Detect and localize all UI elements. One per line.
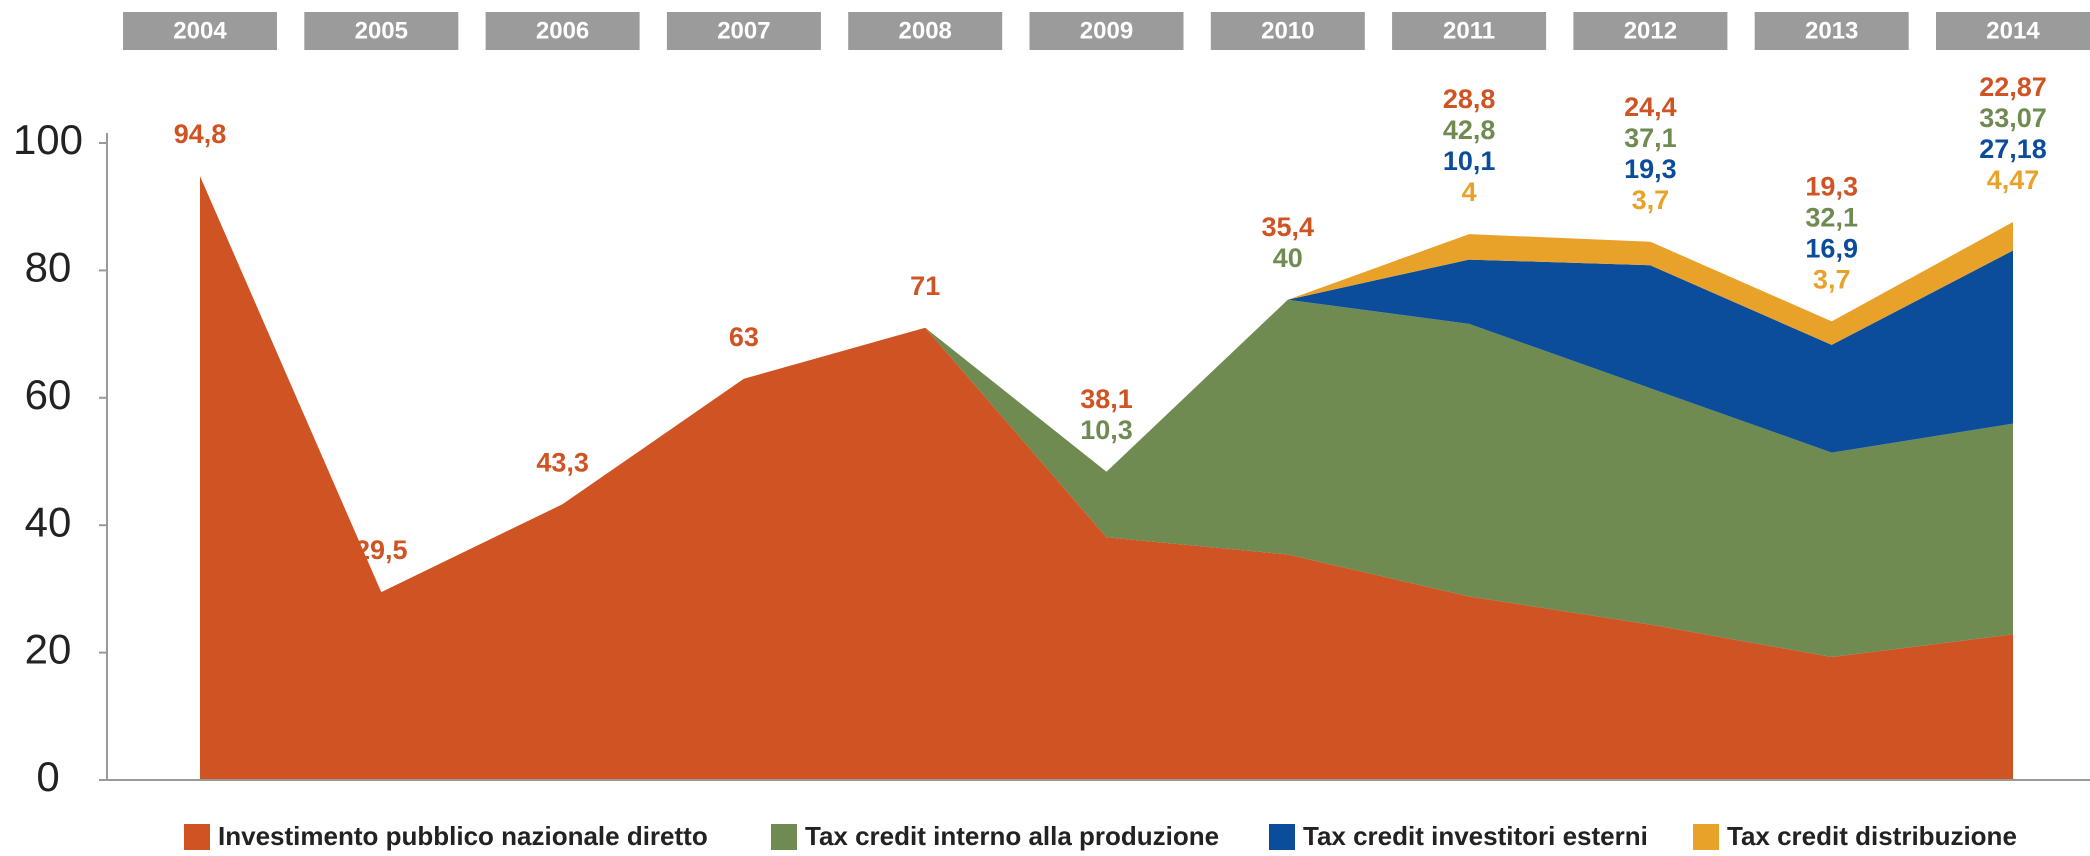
year-header: 2008: [899, 17, 952, 44]
data-label: 43,3: [536, 447, 589, 477]
legend-label: Investimento pubblico nazionale diretto: [218, 821, 708, 851]
year-header: 2014: [1986, 17, 2040, 44]
legend-label: Tax credit investitori esterni: [1303, 821, 1648, 851]
data-label: 28,8: [1443, 84, 1496, 114]
data-label: 35,4: [1262, 212, 1315, 242]
data-label: 19,3: [1624, 154, 1677, 184]
data-label: 42,8: [1443, 115, 1496, 145]
data-label: 32,1: [1805, 202, 1858, 232]
y-tick-label: 60: [25, 371, 72, 418]
data-label: 27,18: [1979, 134, 2047, 164]
year-header-box: [1029, 12, 1184, 50]
legend-swatch: [771, 824, 797, 850]
year-header-box: [1573, 12, 1728, 50]
y-tick-label: 80: [25, 243, 72, 290]
area: [925, 299, 2014, 658]
y-tick-label: 40: [25, 498, 72, 545]
data-label: 3,7: [1632, 185, 1670, 215]
data-label: 19,3: [1805, 171, 1858, 201]
year-header: 2004: [173, 17, 227, 44]
year-header: 2013: [1805, 17, 1858, 44]
y-tick-label: 100: [13, 116, 83, 163]
data-label: 33,07: [1979, 103, 2047, 133]
data-label: 3,7: [1813, 264, 1851, 294]
year-header: 2009: [1080, 17, 1133, 44]
year-header: 2006: [536, 17, 589, 44]
data-label: 10,1: [1443, 146, 1496, 176]
year-header: 2012: [1624, 17, 1677, 44]
year-header-box: [1210, 12, 1365, 50]
data-label: 63: [729, 322, 759, 352]
data-label: 94,8: [174, 119, 227, 149]
data-label: 38,1: [1080, 384, 1133, 414]
data-label: 22,87: [1979, 72, 2047, 102]
legend-label: Tax credit interno alla produzione: [805, 821, 1219, 851]
legend-swatch: [1269, 824, 1295, 850]
data-label: 10,3: [1080, 415, 1133, 445]
area: [200, 176, 2013, 780]
year-header: 2011: [1443, 17, 1495, 44]
data-label: 40: [1273, 243, 1303, 273]
y-tick-label: 0: [36, 753, 59, 800]
data-label: 37,1: [1624, 123, 1677, 153]
year-header-box: [666, 12, 821, 50]
legend-swatch: [184, 824, 210, 850]
data-label: 16,9: [1805, 233, 1858, 263]
y-tick-label: 20: [25, 626, 72, 673]
legend-swatch: [1693, 824, 1719, 850]
year-header: 2007: [717, 17, 770, 44]
year-header-box: [304, 12, 459, 50]
year-header-box: [123, 12, 277, 50]
data-label: 29,5: [355, 535, 408, 565]
data-label: 24,4: [1624, 92, 1677, 122]
data-label: 4: [1462, 177, 1477, 207]
year-header: 2005: [355, 17, 408, 44]
year-header-box: [1754, 12, 1909, 50]
data-label: 71: [910, 271, 940, 301]
year-header-box: [1392, 12, 1547, 50]
legend-label: Tax credit distribuzione: [1727, 821, 2017, 851]
year-header: 2010: [1261, 17, 1314, 44]
year-header-box: [848, 12, 1003, 50]
area: [1287, 222, 2013, 345]
year-header-box: [1936, 12, 2090, 50]
year-header-box: [485, 12, 640, 50]
data-label: 4,47: [1987, 165, 2040, 195]
area: [1287, 250, 2013, 453]
